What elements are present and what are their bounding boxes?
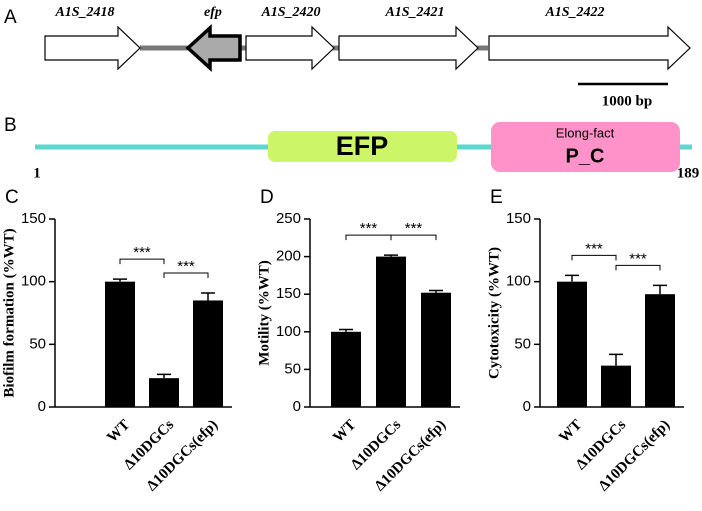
significance-label: *** <box>133 244 151 261</box>
significance-label: *** <box>405 220 423 237</box>
gene-arrow <box>44 25 141 71</box>
bar <box>557 281 587 407</box>
y-tick-label: 150 <box>21 210 46 227</box>
gene-label: efp <box>204 5 222 20</box>
gene-label: A1S_2420 <box>260 5 320 20</box>
domain-sublabel: P_C <box>566 145 605 167</box>
y-tick-label: 0 <box>523 398 531 415</box>
y-axis-label: Biofilm formation (%WT) <box>1 228 17 397</box>
bar <box>149 378 179 407</box>
gene-arrow <box>338 25 479 71</box>
y-tick-label: 250 <box>276 210 301 227</box>
y-tick-label: 100 <box>276 323 301 340</box>
bar <box>645 294 675 407</box>
y-tick-label: 200 <box>276 248 301 265</box>
gene-arrow <box>185 24 242 72</box>
error-bar <box>157 373 171 379</box>
y-tick-label: 150 <box>276 285 301 302</box>
domain <box>268 131 457 162</box>
y-tick-label: 100 <box>506 273 531 290</box>
significance-bracket <box>615 264 661 271</box>
domain-label: EFP <box>336 131 389 161</box>
y-axis-label: Cytotoxicity (%WT) <box>486 247 502 379</box>
error-bar <box>653 284 667 295</box>
panel-label: C <box>5 187 19 208</box>
domain <box>491 122 680 172</box>
scale-bar-label: 1000 bp <box>602 93 652 109</box>
significance-bracket <box>390 234 437 241</box>
significance-label: *** <box>585 240 603 257</box>
significance-label: *** <box>629 250 647 267</box>
error-bar <box>201 292 215 301</box>
panel-label: E <box>490 187 503 208</box>
panel-label: A <box>4 7 17 28</box>
significance-bracket <box>119 258 165 265</box>
gene-arrow <box>488 25 691 71</box>
y-tick-label: 50 <box>284 360 301 377</box>
y-tick-label: 0 <box>293 398 301 415</box>
error-bar <box>429 289 443 293</box>
significance-label: *** <box>360 220 378 237</box>
y-tick-label: 50 <box>29 335 46 352</box>
significance-label: *** <box>177 258 195 275</box>
bar <box>376 256 406 407</box>
bar <box>331 331 361 407</box>
error-bar <box>339 328 353 332</box>
x-tick-label: WT <box>556 417 585 446</box>
y-axis-label: Motility (%WT) <box>256 260 272 365</box>
gene-arrow <box>245 25 335 71</box>
significance-bracket <box>163 272 209 278</box>
y-tick-label: 150 <box>506 210 531 227</box>
y-tick-label: 50 <box>514 335 531 352</box>
bar <box>601 365 631 407</box>
panel-label: D <box>260 187 274 208</box>
residue-end: 189 <box>677 165 700 181</box>
gene-label: A1S_2418 <box>54 5 114 20</box>
y-tick-label: 100 <box>21 273 46 290</box>
bar <box>421 292 451 407</box>
error-bar <box>113 278 127 282</box>
bar <box>105 281 135 407</box>
significance-bracket <box>571 254 617 261</box>
x-tick-label: WT <box>104 417 133 446</box>
domain-label: Elong-fact <box>556 125 615 140</box>
y-tick-label: 0 <box>38 398 46 415</box>
bar <box>193 300 223 407</box>
gene-label: A1S_2422 <box>544 5 604 20</box>
error-bar <box>384 254 398 257</box>
error-bar <box>609 353 623 366</box>
x-tick-label: WT <box>330 417 359 446</box>
residue-start: 1 <box>33 165 41 181</box>
gene-label: A1S_2421 <box>384 5 444 20</box>
panel-label: B <box>4 115 17 136</box>
error-bar <box>565 274 579 282</box>
